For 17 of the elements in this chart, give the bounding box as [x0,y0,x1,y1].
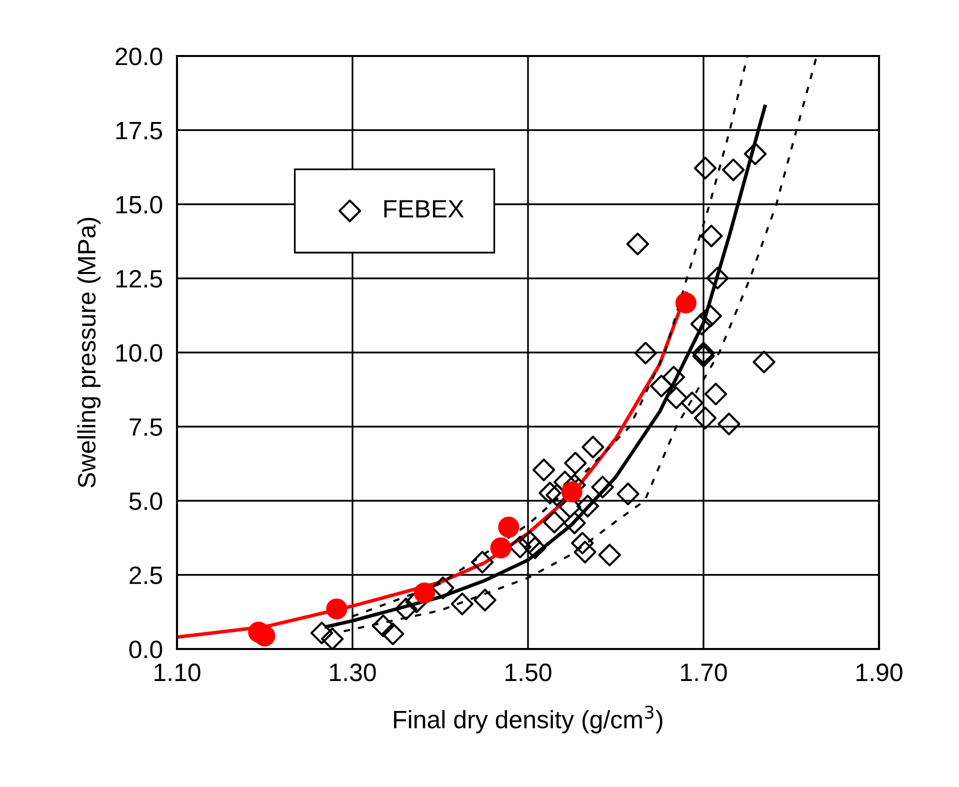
x-axis-title: Final dry density (g/cm$^{3}$) [394,706,662,734]
x-tick-label: 1.30 [330,664,376,682]
y-tick-label: 5.0 [129,492,162,510]
y-tick-label: 20.0 [116,48,162,66]
y-tick-label: 10.0 [116,344,162,362]
legend-label: FEBEX [384,200,464,218]
x-tick-label: 1.70 [681,664,727,682]
y-tick-label: 2.5 [130,566,162,584]
y-axis-title: Swelling pressure (MPa) [77,218,101,488]
y-tick-label: 17.5 [116,122,162,140]
x-tick-label: 1.10 [154,664,200,682]
y-tick-label: 15.0 [116,196,162,214]
y-tick-label: 7.5 [130,418,162,436]
x-tick-label: 1.90 [856,664,902,682]
y-tick-label: 0.0 [129,640,162,658]
y-tick-label: 12.5 [116,270,162,288]
x-tick-label: 1.50 [506,664,552,682]
